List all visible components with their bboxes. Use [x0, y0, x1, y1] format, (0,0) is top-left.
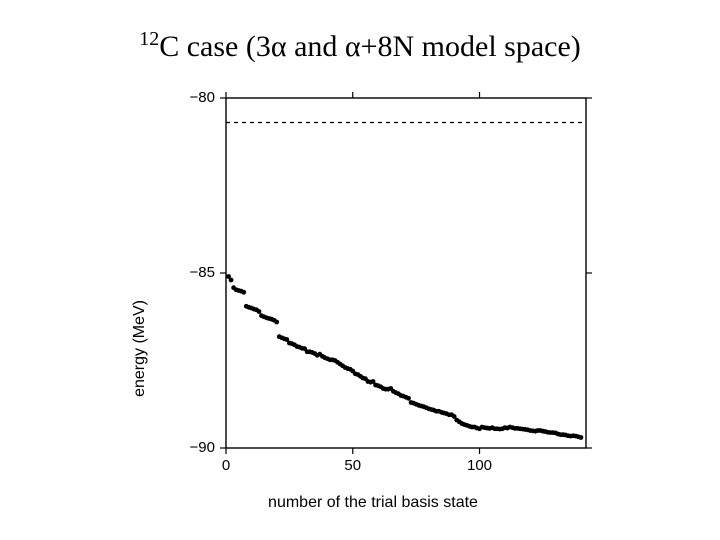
svg-text:−90: −90 — [190, 439, 215, 456]
svg-text:100: 100 — [467, 457, 492, 474]
y-axis-label: energy (MeV) — [131, 300, 149, 397]
title-base: C — [159, 30, 179, 63]
svg-text:50: 50 — [344, 457, 361, 474]
page: 12C case (3α and α+8N model space) energ… — [0, 0, 720, 540]
title-superscript: 12 — [139, 28, 159, 50]
x-axis-label: number of the trial basis state — [148, 494, 598, 512]
scatter-chart: −90 −85 −80 0 50 100 — [148, 90, 598, 490]
svg-text:−80: −80 — [190, 90, 215, 106]
svg-text:0: 0 — [222, 457, 230, 474]
svg-text:−85: −85 — [190, 264, 215, 281]
chart-container: energy (MeV) −90−85−80050100 number of t… — [148, 90, 598, 510]
title-rest: case (3α and α+8N model space) — [179, 30, 581, 63]
chart-title: 12C case (3α and α+8N model space) — [0, 28, 720, 64]
